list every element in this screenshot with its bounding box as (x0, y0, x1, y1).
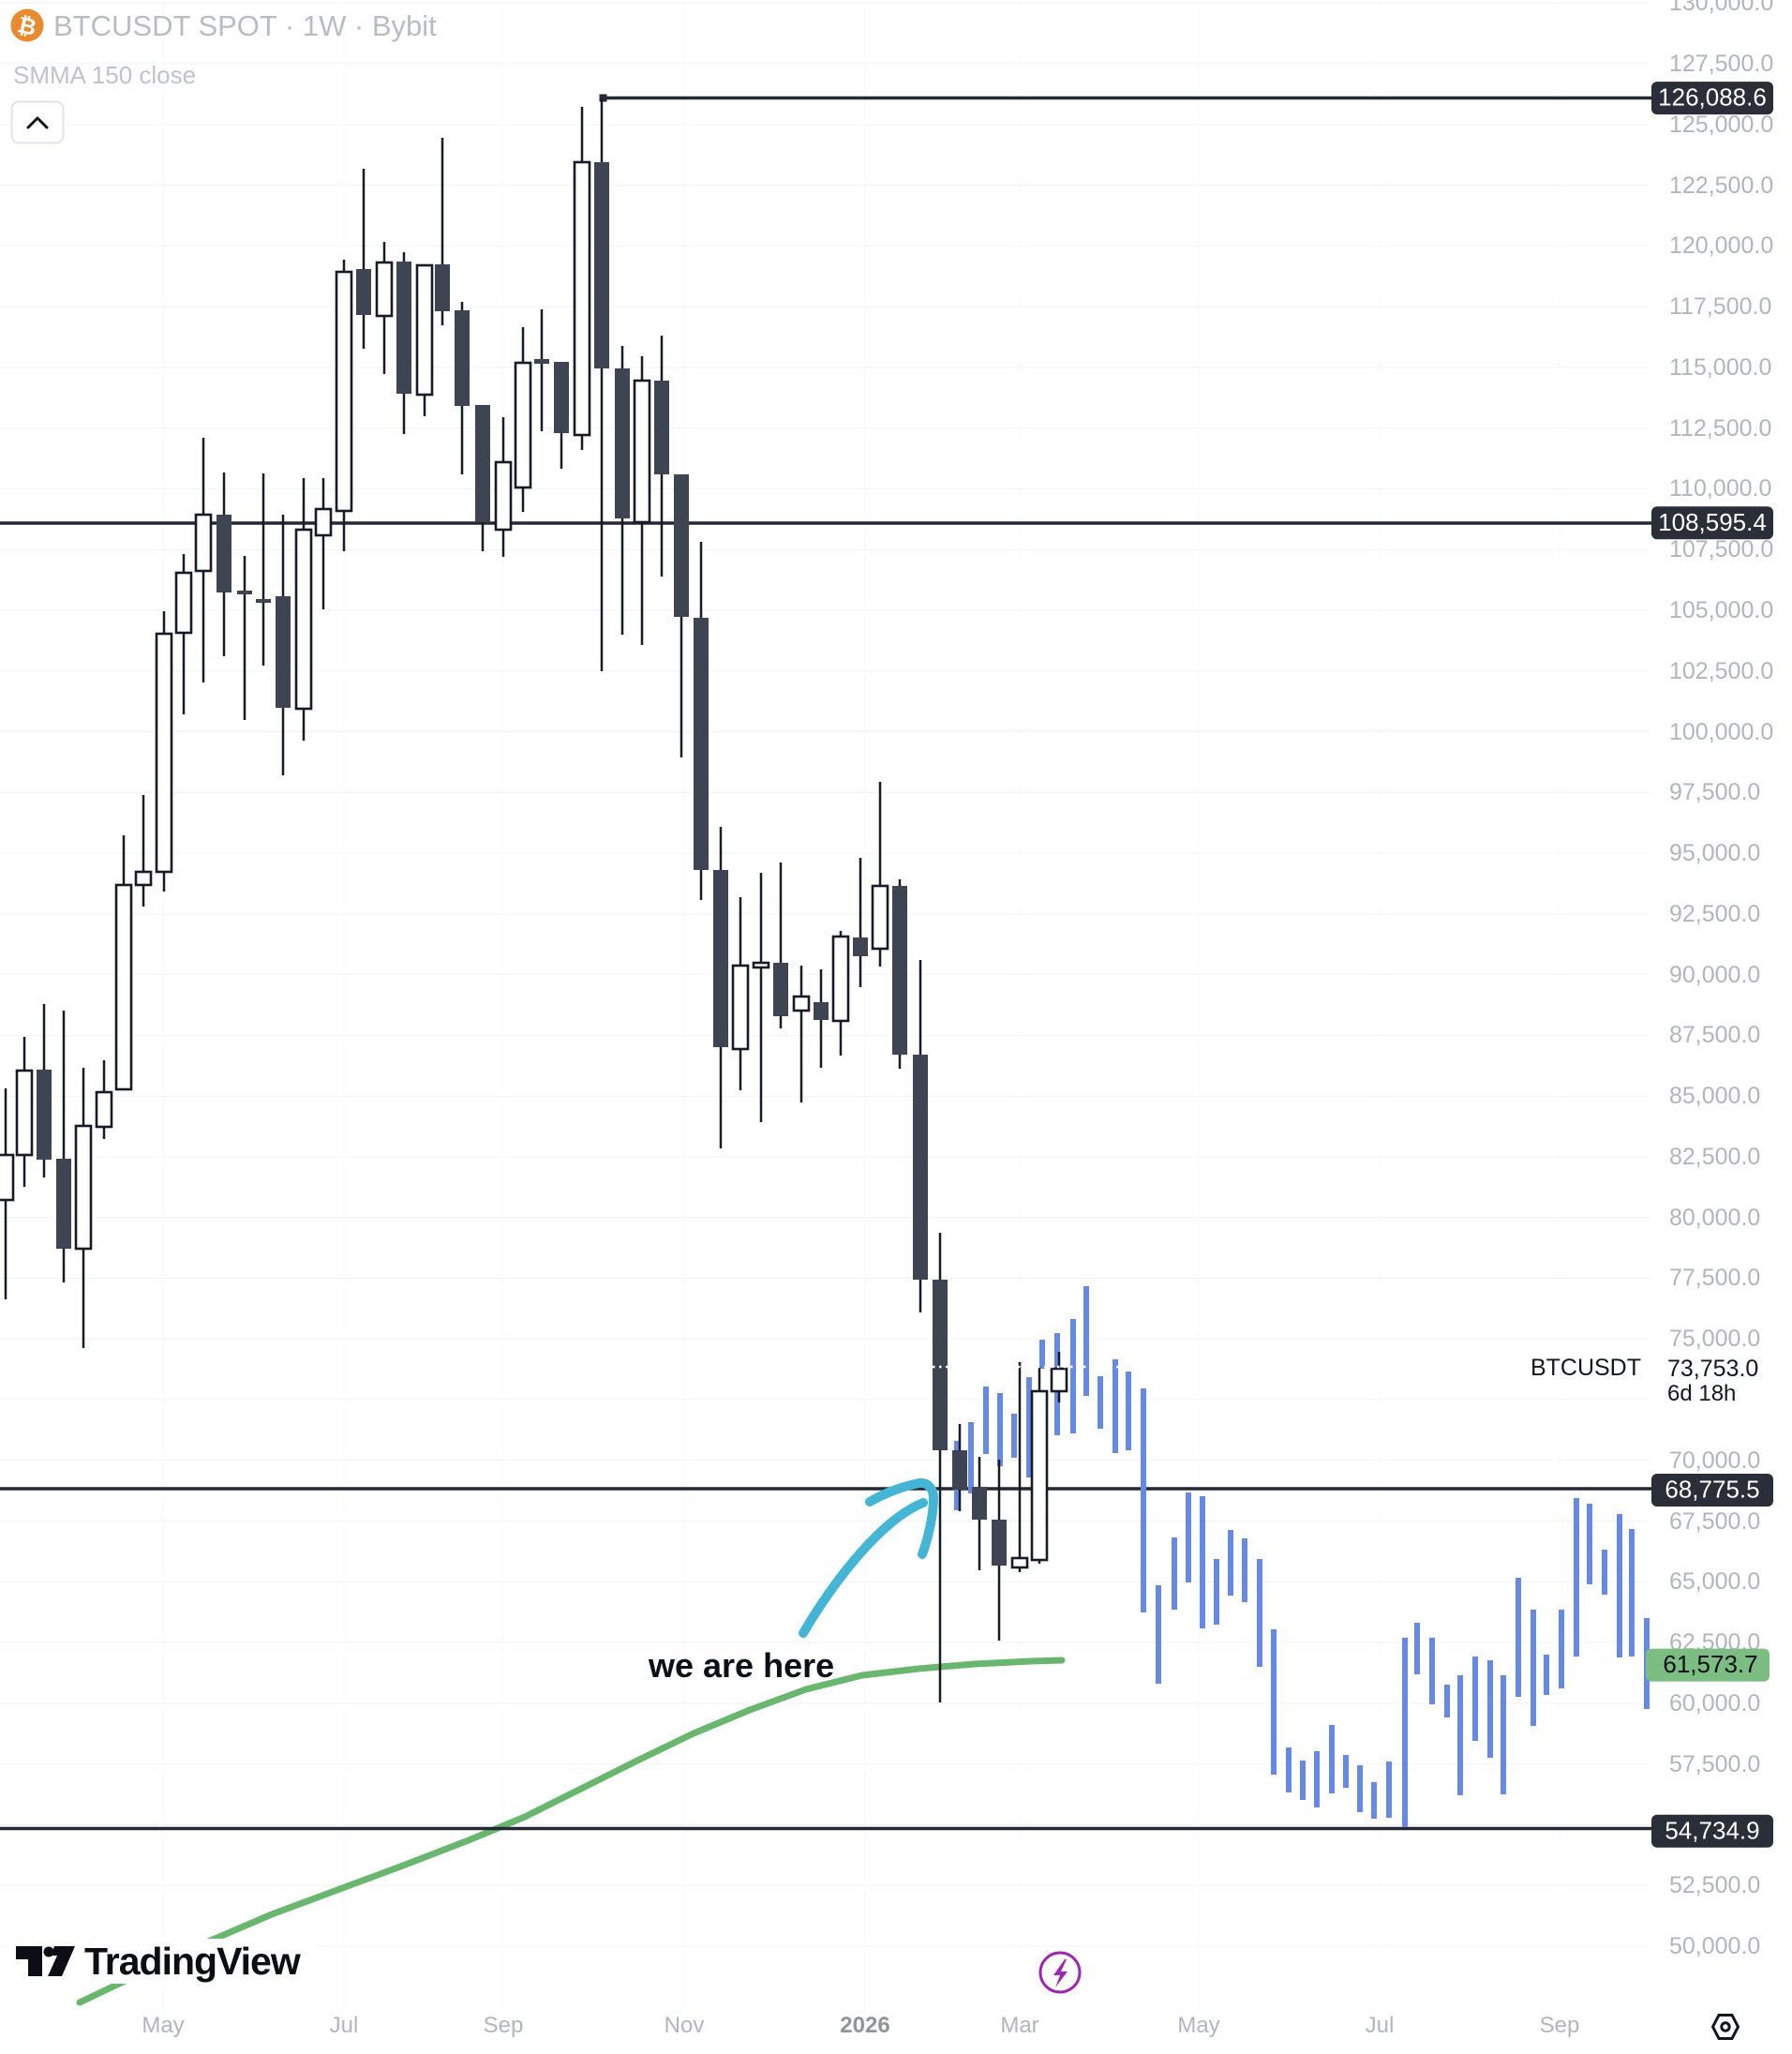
svg-text:127,500.0: 127,500.0 (1669, 51, 1773, 77)
svg-text:102,500.0: 102,500.0 (1669, 658, 1773, 684)
svg-text:we are here: we are here (648, 1646, 834, 1685)
svg-text:70,000.0: 70,000.0 (1669, 1447, 1760, 1474)
svg-text:Jul: Jul (1366, 2013, 1395, 2038)
svg-text:130,000.0: 130,000.0 (1669, 0, 1773, 16)
svg-text:Mar: Mar (1000, 2013, 1038, 2038)
svg-text:108,595.4: 108,595.4 (1658, 508, 1767, 536)
svg-text:60,000.0: 60,000.0 (1669, 1690, 1760, 1717)
svg-text:107,500.0: 107,500.0 (1669, 536, 1773, 562)
svg-text:75,000.0: 75,000.0 (1669, 1326, 1760, 1352)
svg-text:112,500.0: 112,500.0 (1669, 415, 1771, 442)
svg-text:68,775.5: 68,775.5 (1665, 1476, 1759, 1504)
svg-text:122,500.0: 122,500.0 (1669, 172, 1773, 199)
svg-text:Nov: Nov (665, 2013, 705, 2038)
svg-text:65,000.0: 65,000.0 (1669, 1568, 1760, 1595)
svg-text:100,000.0: 100,000.0 (1669, 719, 1773, 745)
svg-text:117,500.0: 117,500.0 (1669, 293, 1771, 320)
svg-text:May: May (1177, 2013, 1219, 2038)
svg-text:125,000.0: 125,000.0 (1669, 112, 1773, 138)
svg-text:Sep: Sep (1540, 2013, 1580, 2038)
svg-text:BTCUSDT SPOT · 1W · Bybit: BTCUSDT SPOT · 1W · Bybit (53, 9, 437, 42)
svg-text:54,734.9: 54,734.9 (1665, 1816, 1759, 1844)
svg-text:85,000.0: 85,000.0 (1669, 1083, 1760, 1109)
svg-text:50,000.0: 50,000.0 (1669, 1933, 1760, 1959)
svg-text:Jul: Jul (330, 2013, 359, 2038)
svg-text:97,500.0: 97,500.0 (1669, 779, 1760, 805)
svg-text:80,000.0: 80,000.0 (1669, 1205, 1760, 1231)
svg-text:2026: 2026 (840, 2013, 889, 2038)
svg-text:SMMA 150 close: SMMA 150 close (13, 61, 196, 89)
svg-text:52,500.0: 52,500.0 (1669, 1872, 1760, 1898)
svg-text:67,500.0: 67,500.0 (1669, 1508, 1760, 1535)
svg-text:105,000.0: 105,000.0 (1669, 597, 1773, 623)
svg-text:126,088.6: 126,088.6 (1658, 83, 1767, 112)
svg-text:73,753.0: 73,753.0 (1667, 1356, 1758, 1382)
svg-text:TradingView: TradingView (84, 1940, 301, 1983)
svg-text:87,500.0: 87,500.0 (1669, 1022, 1760, 1048)
svg-text:May: May (142, 2013, 184, 2038)
svg-text:82,500.0: 82,500.0 (1669, 1144, 1760, 1170)
svg-text:61,573.7: 61,573.7 (1663, 1650, 1757, 1678)
svg-text:95,000.0: 95,000.0 (1669, 840, 1760, 866)
svg-text:77,500.0: 77,500.0 (1669, 1265, 1760, 1291)
svg-text:115,000.0: 115,000.0 (1669, 354, 1771, 381)
svg-text:90,000.0: 90,000.0 (1669, 962, 1760, 988)
svg-text:6d 18h: 6d 18h (1667, 1381, 1736, 1406)
svg-text:110,000.0: 110,000.0 (1669, 475, 1771, 502)
svg-text:Sep: Sep (484, 2013, 524, 2038)
svg-text:120,000.0: 120,000.0 (1669, 232, 1773, 259)
svg-text:BTCUSDT: BTCUSDT (1531, 1355, 1641, 1381)
svg-text:57,500.0: 57,500.0 (1669, 1751, 1760, 1777)
svg-text:92,500.0: 92,500.0 (1669, 901, 1760, 927)
